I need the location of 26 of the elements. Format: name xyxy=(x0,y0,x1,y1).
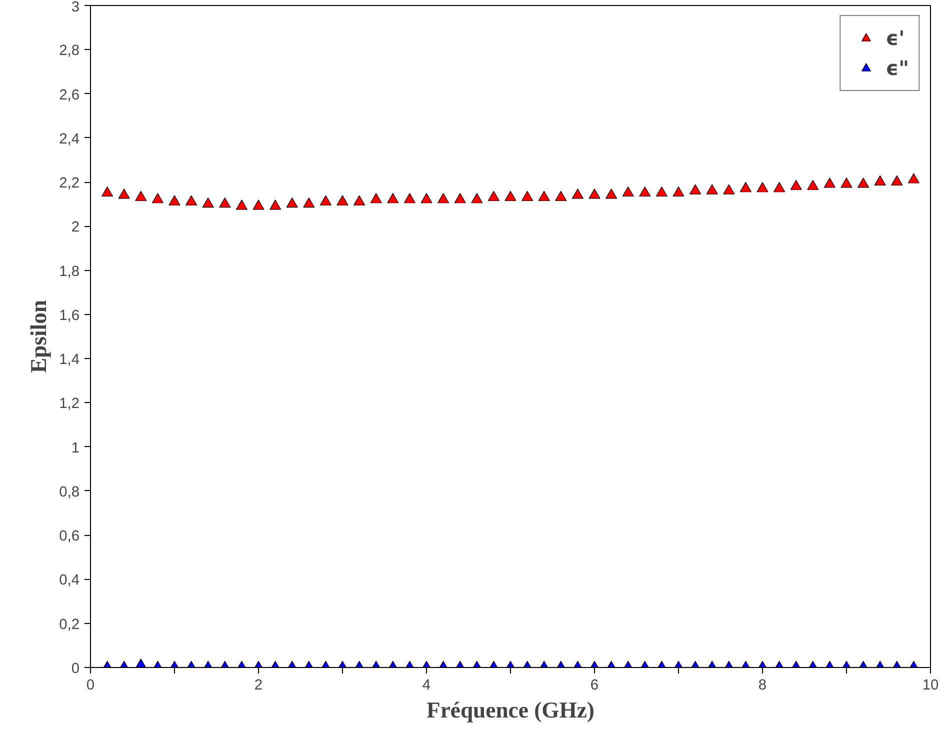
y-tick-label: 3 xyxy=(71,0,80,16)
y-tick-label: 0,4 xyxy=(59,572,80,589)
y-tick-label: 1,8 xyxy=(59,264,80,280)
y-tick-label: 2,4 xyxy=(59,131,80,148)
y-axis-title: Epsilon xyxy=(26,300,52,374)
x-tick-label: 2 xyxy=(254,678,263,694)
x-tick-label: 6 xyxy=(590,678,599,694)
y-tick-label: 1,2 xyxy=(59,396,80,412)
y-tick-label: 2,2 xyxy=(59,176,80,192)
x-tick-label: 0 xyxy=(86,678,95,694)
y-tick-label: 1 xyxy=(71,440,80,456)
y-tick-label: 2,6 xyxy=(59,87,80,104)
x-axis-title: Fréquence (GHz) xyxy=(426,698,594,722)
y-tick-label: 2,8 xyxy=(59,43,80,60)
y-tick-label: 0,8 xyxy=(59,484,80,500)
y-tick-label: 1,4 xyxy=(59,352,80,368)
x-tick-label: 10 xyxy=(922,678,939,694)
legend-label: ϵ" xyxy=(886,56,909,80)
y-tick-label: 0 xyxy=(71,661,80,677)
y-tick-label: 0,2 xyxy=(59,616,80,633)
y-tick-label: 1,6 xyxy=(59,308,80,324)
legend-label: ϵ' xyxy=(886,26,906,50)
y-tick-label: 0,6 xyxy=(59,528,80,545)
x-tick-label: 4 xyxy=(422,678,431,694)
x-tick-label: 8 xyxy=(758,678,767,694)
y-tick-label: 2 xyxy=(71,220,80,236)
